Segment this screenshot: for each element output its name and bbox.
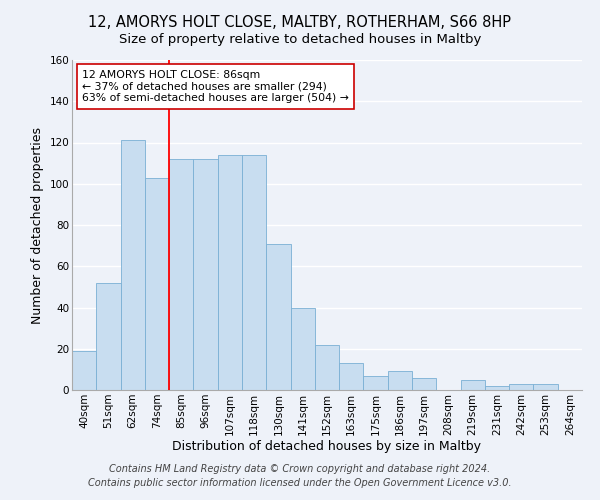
- Bar: [266, 244, 290, 390]
- Y-axis label: Number of detached properties: Number of detached properties: [31, 126, 44, 324]
- Bar: [121, 140, 145, 390]
- Bar: [485, 386, 509, 390]
- Bar: [533, 384, 558, 390]
- Text: 12, AMORYS HOLT CLOSE, MALTBY, ROTHERHAM, S66 8HP: 12, AMORYS HOLT CLOSE, MALTBY, ROTHERHAM…: [89, 15, 511, 30]
- Bar: [145, 178, 169, 390]
- Bar: [72, 351, 96, 390]
- Bar: [290, 308, 315, 390]
- Bar: [388, 372, 412, 390]
- Bar: [412, 378, 436, 390]
- Bar: [96, 283, 121, 390]
- Bar: [218, 155, 242, 390]
- Text: Size of property relative to detached houses in Maltby: Size of property relative to detached ho…: [119, 32, 481, 46]
- Text: 12 AMORYS HOLT CLOSE: 86sqm
← 37% of detached houses are smaller (294)
63% of se: 12 AMORYS HOLT CLOSE: 86sqm ← 37% of det…: [82, 70, 349, 103]
- X-axis label: Distribution of detached houses by size in Maltby: Distribution of detached houses by size …: [173, 440, 482, 454]
- Bar: [364, 376, 388, 390]
- Bar: [242, 155, 266, 390]
- Bar: [339, 363, 364, 390]
- Bar: [509, 384, 533, 390]
- Text: Contains HM Land Registry data © Crown copyright and database right 2024.
Contai: Contains HM Land Registry data © Crown c…: [88, 464, 512, 487]
- Bar: [169, 159, 193, 390]
- Bar: [315, 344, 339, 390]
- Bar: [193, 159, 218, 390]
- Bar: [461, 380, 485, 390]
